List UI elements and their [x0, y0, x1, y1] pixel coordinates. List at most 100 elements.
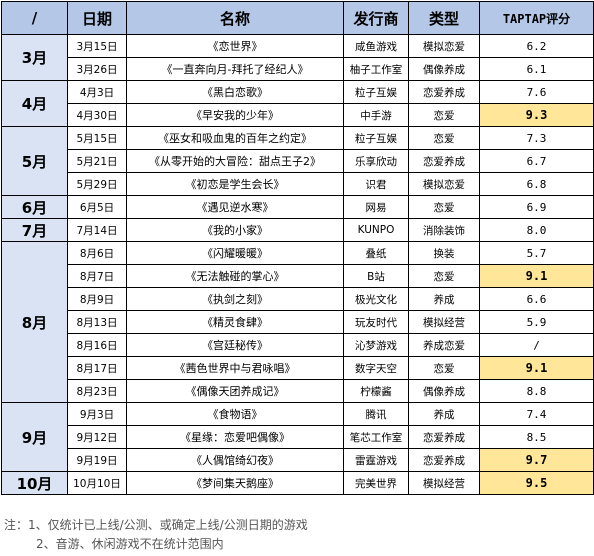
header-score: TAPTAP评分 [479, 1, 594, 35]
publisher-cell: 咸鱼游戏 [343, 34, 409, 58]
publisher-cell: KUNPO [343, 218, 409, 242]
type-cell: 消除装饰 [408, 218, 480, 242]
date-cell: 10月10日 [67, 471, 127, 495]
table-row: 3月 3月15日 《恋世界》 咸鱼游戏 模拟恋爱 6.2 [1, 34, 594, 81]
name-cell: 《早安我的少年》 [126, 103, 344, 127]
month-cell: 7月 [1, 218, 68, 242]
date-cell: 8月7日 [67, 264, 127, 288]
type-cell: 模拟恋爱 [408, 34, 480, 58]
type-cell: 恋爱 [408, 126, 480, 150]
score-cell: 9.7 [479, 448, 594, 472]
publisher-cell: 玩友时代 [343, 310, 409, 334]
publisher-cell: 完美世界 [343, 471, 409, 495]
header-row: / 日期 名称 发行商 类型 TAPTAP评分 [1, 1, 594, 35]
table-row: 5月21日 《从零开始的大冒险：甜点王子2》 乐享欣动 恋爱养成 6.7 [2, 149, 594, 173]
header-month: / [1, 1, 68, 35]
name-cell: 《一直奔向月-拜托了经纪人》 [126, 57, 344, 81]
score-cell: 6.8 [479, 172, 594, 196]
table-row: 7月 7月14日 《我的小家》 KUNPO 消除装饰 8.0 [1, 218, 594, 242]
name-cell: 《黑白恋歌》 [126, 80, 344, 104]
name-cell: 《梦间集天鹅座》 [126, 471, 344, 495]
name-cell: 《星缘：恋爱吧偶像》 [126, 425, 344, 449]
date-cell: 8月6日 [67, 241, 127, 265]
table-row: 4月 4月3日 《黑白恋歌》 粒子互娱 恋爱养成 7.6 [1, 80, 594, 127]
month-cell: 9月 [1, 402, 68, 472]
month-cell: 5月 [1, 126, 68, 196]
name-cell: 《执剑之刻》 [126, 287, 344, 311]
publisher-cell: 粒子互娱 [343, 126, 409, 150]
footnote-2: 2、音游、休闲游戏不在统计范围内 [36, 537, 224, 551]
type-cell: 养成恋爱 [408, 333, 480, 357]
publisher-cell: 粒子互娱 [343, 80, 409, 104]
name-cell: 《食物语》 [126, 402, 344, 426]
footnote-1: 注：1、仅统计已上线/公测、或确定上线/公测日期的游戏 [4, 518, 308, 532]
type-cell: 恋爱 [408, 103, 480, 127]
header-type: 类型 [408, 1, 480, 35]
table-row: 8月17日 《茜色世界中与君咏唱》 数字天空 恋爱 9.1 [2, 356, 594, 380]
score-cell: 5.7 [479, 241, 594, 265]
score-cell: 6.2 [479, 34, 594, 58]
name-cell: 《我的小家》 [126, 218, 344, 242]
score-cell: 6.7 [479, 149, 594, 173]
date-cell: 5月29日 [67, 172, 127, 196]
name-cell: 《茜色世界中与君咏唱》 [126, 356, 344, 380]
header-publisher: 发行商 [343, 1, 409, 35]
date-cell: 8月13日 [67, 310, 127, 334]
header-name: 名称 [126, 1, 344, 35]
name-cell: 《无法触碰的掌心》 [126, 264, 344, 288]
score-cell: 9.1 [479, 356, 594, 380]
table-row: 8月16日 《宫廷秘传》 沁梦游戏 养成恋爱 / [2, 333, 594, 357]
date-cell: 8月23日 [67, 379, 127, 403]
month-cell: 3月 [1, 34, 68, 81]
publisher-cell: 腾讯 [343, 402, 409, 426]
type-cell: 恋爱养成 [408, 149, 480, 173]
date-cell: 9月12日 [67, 425, 127, 449]
name-cell: 《宫廷秘传》 [126, 333, 344, 357]
date-cell: 3月26日 [67, 57, 127, 81]
month-cell: 10月 [1, 471, 68, 495]
publisher-cell: 叠纸 [343, 241, 409, 265]
type-cell: 恋爱养成 [408, 80, 480, 104]
score-cell: / [479, 333, 594, 357]
table-row: 8月23日 《偶像天团养成记》 柠檬酱 偶像养成 8.8 [2, 379, 594, 403]
score-cell: 6.9 [479, 195, 594, 219]
month-cell: 8月 [1, 241, 68, 403]
name-cell: 《精灵食肆》 [126, 310, 344, 334]
date-cell: 8月9日 [67, 287, 127, 311]
type-cell: 模拟恋爱 [408, 172, 480, 196]
date-cell: 7月14日 [67, 218, 127, 242]
score-cell: 8.5 [479, 425, 594, 449]
table-row: 5月29日 《初恋是学生会长》 识君 模拟恋爱 6.8 [2, 172, 594, 196]
score-cell: 5.9 [479, 310, 594, 334]
type-cell: 养成 [408, 402, 480, 426]
date-cell: 9月3日 [67, 402, 127, 426]
type-cell: 换装 [408, 241, 480, 265]
table-row: 10月 10月10日 《梦间集天鹅座》 完美世界 模拟经营 9.5 [1, 471, 594, 495]
type-cell: 恋爱 [408, 356, 480, 380]
publisher-cell: 笔芯工作室 [343, 425, 409, 449]
publisher-cell: 雷霆游戏 [343, 448, 409, 472]
score-cell: 9.1 [479, 264, 594, 288]
publisher-cell: 乐享欣动 [343, 149, 409, 173]
date-cell: 5月15日 [67, 126, 127, 150]
publisher-cell: 中手游 [343, 103, 409, 127]
table-row: 4月30日 《早安我的少年》 中手游 恋爱 9.3 [2, 103, 594, 127]
publisher-cell: 数字天空 [343, 356, 409, 380]
table-row: 9月12日 《星缘：恋爱吧偶像》 笔芯工作室 恋爱养成 8.5 [2, 425, 594, 449]
score-cell: 7.3 [479, 126, 594, 150]
date-cell: 3月15日 [67, 34, 127, 58]
score-cell: 8.0 [479, 218, 594, 242]
name-cell: 《从零开始的大冒险：甜点王子2》 [126, 149, 344, 173]
table-row: 9月 9月3日 《食物语》 腾讯 养成 7.4 [1, 402, 594, 472]
publisher-cell: 网易 [343, 195, 409, 219]
footnotes: 注：1、仅统计已上线/公测、或确定上线/公测日期的游戏 2、音游、休闲游戏不在统… [4, 516, 308, 554]
header-date: 日期 [67, 1, 127, 35]
game-release-table: / 日期 名称 发行商 类型 TAPTAP评分 3月 3月15日 《恋世界》 咸鱼游戏… [1, 1, 594, 495]
score-cell: 7.6 [479, 80, 594, 104]
date-cell: 5月21日 [67, 149, 127, 173]
name-cell: 《闪耀暖暖》 [126, 241, 344, 265]
type-cell: 恋爱 [408, 195, 480, 219]
type-cell: 恋爱养成 [408, 448, 480, 472]
publisher-cell: B站 [343, 264, 409, 288]
date-cell: 4月3日 [67, 80, 127, 104]
